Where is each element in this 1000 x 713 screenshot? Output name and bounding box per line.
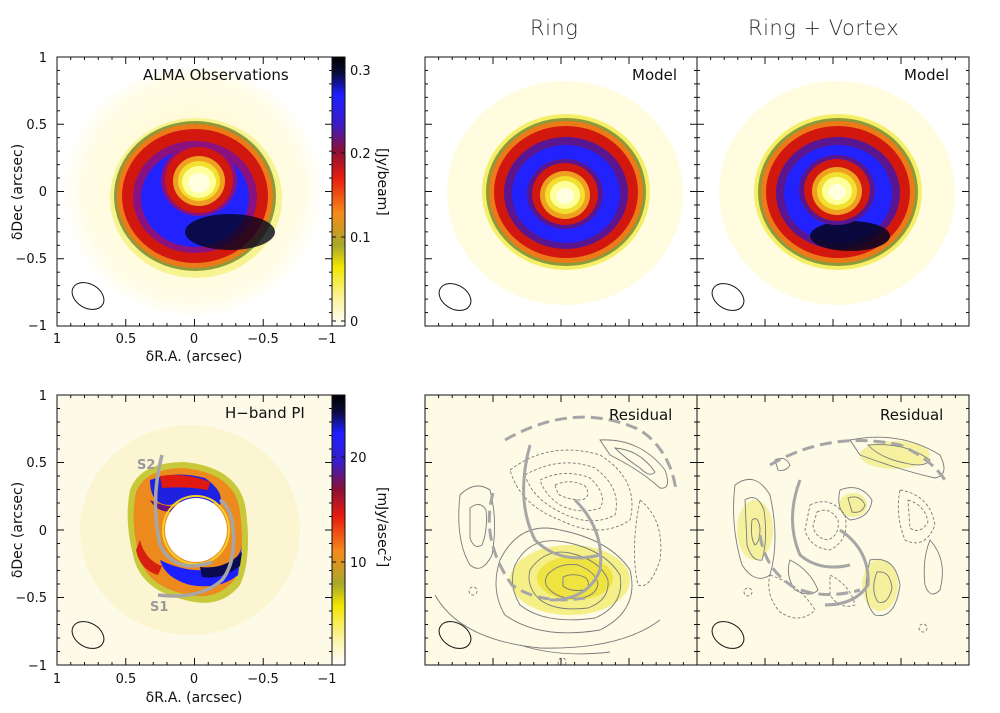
beam-ellipse xyxy=(438,283,472,311)
x-tick-label: 0 xyxy=(190,332,198,347)
colorbar-bottom-label: [mJy/asec2] xyxy=(374,487,392,567)
y-tick-label: 1 xyxy=(39,389,47,404)
beam-ellipse xyxy=(711,283,745,311)
panel-alma xyxy=(57,57,332,326)
x-tick-label: −1 xyxy=(317,332,336,347)
cbar-bottom-tick: 20 xyxy=(350,451,367,466)
colorbar-bottom xyxy=(331,394,346,666)
cbar-top-tick: 0.2 xyxy=(350,147,371,162)
y-tick-label: −0.5 xyxy=(15,591,47,606)
x-tick-label: 0.5 xyxy=(116,672,137,687)
y-tick-label: 1 xyxy=(39,51,47,66)
spiral-label-s2: S2 xyxy=(137,458,155,473)
colorbar-top-label: [Jy/beam] xyxy=(374,148,390,216)
panel-title-alma: ALMA Observations xyxy=(143,66,289,84)
y-axis-label: δDec (arcsec) xyxy=(10,144,26,240)
x-tick-label: 1 xyxy=(53,672,61,687)
beam-ellipse xyxy=(438,621,472,649)
x-tick-label: −1 xyxy=(317,672,336,687)
panel-hband xyxy=(57,395,332,665)
panel-title-model-vortex: Model xyxy=(904,66,949,84)
y-axis-label: δDec (arcsec) xyxy=(10,482,26,578)
x-axis-label: δR.A. (arcsec) xyxy=(146,690,243,706)
x-axis-label: δR.A. (arcsec) xyxy=(146,349,243,365)
cbar-bottom-tick: 10 xyxy=(350,556,367,571)
cbar-top-tick: 0.1 xyxy=(350,231,371,246)
beam-ellipse xyxy=(71,621,105,649)
panel-residual-vortex xyxy=(697,395,969,665)
spiral-s1 xyxy=(157,519,236,598)
y-tick-label: −1 xyxy=(28,659,47,674)
x-tick-label: 0 xyxy=(190,672,198,687)
beam-ellipse xyxy=(711,621,745,649)
beam-ellipse xyxy=(71,282,105,310)
column-header-ring-vortex: Ring + Vortex xyxy=(748,16,900,40)
panel-model-vortex xyxy=(697,57,969,326)
panel-title-residual-vortex: Residual xyxy=(880,406,943,424)
panel-model-ring xyxy=(425,57,697,326)
panel-title-model-ring: Model xyxy=(632,66,677,84)
y-tick-label: 0.5 xyxy=(26,456,47,471)
y-tick-label: 0 xyxy=(39,185,47,200)
panel-title-residual-ring: Residual xyxy=(609,406,672,424)
x-tick-label: 1 xyxy=(53,332,61,347)
spiral-s2 xyxy=(153,454,213,568)
panel-residual-ring xyxy=(425,395,697,665)
y-tick-label: 0 xyxy=(39,524,47,539)
x-tick-label: −0.5 xyxy=(247,332,279,347)
cbar-top-tick: 0.3 xyxy=(350,64,371,79)
x-tick-label: −0.5 xyxy=(247,672,279,687)
y-tick-label: −1 xyxy=(28,319,47,334)
cbar-top-tick: 0 xyxy=(350,315,358,330)
tick-marks xyxy=(56,56,970,666)
y-tick-label: 0.5 xyxy=(26,118,47,133)
spiral-label-s1: S1 xyxy=(150,600,168,615)
colorbar-top xyxy=(331,56,346,327)
panel-title-hband: H−band PI xyxy=(225,404,305,422)
column-header-ring: Ring xyxy=(530,16,579,40)
y-tick-label: −0.5 xyxy=(15,252,47,267)
x-tick-label: 0.5 xyxy=(116,332,137,347)
